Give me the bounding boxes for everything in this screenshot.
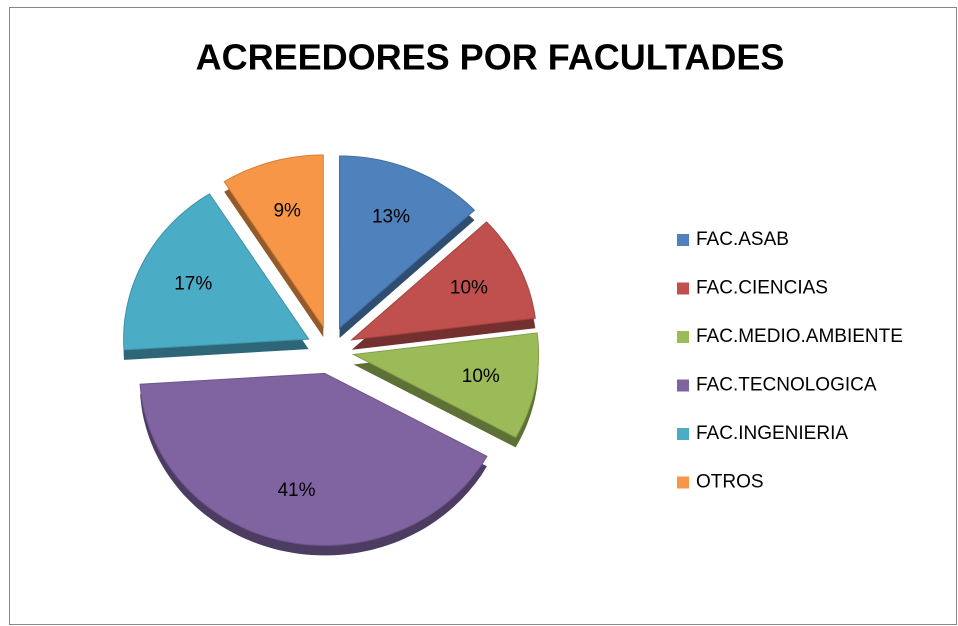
data-label: 9% — [273, 200, 301, 221]
data-label: 17% — [174, 273, 212, 294]
legend-swatch — [677, 331, 689, 343]
pie-slice — [351, 332, 540, 439]
legend-label: FAC.INGENIERIA — [696, 423, 848, 444]
data-label: 10% — [462, 366, 500, 387]
chart-title: ACREEDORES POR FACULTADES — [196, 37, 785, 78]
legend-swatch — [677, 379, 689, 392]
data-label: 41% — [277, 480, 315, 501]
legend-swatch — [677, 476, 689, 489]
pie-slice — [338, 155, 476, 330]
legend-label: FAC.TECNOLOGICA — [696, 375, 877, 396]
data-label: 10% — [450, 278, 488, 299]
pie-slice — [223, 154, 324, 329]
pie-slice — [350, 221, 536, 341]
legend-swatch — [677, 428, 689, 440]
pie-slice — [139, 372, 488, 546]
legend-swatch — [677, 282, 689, 295]
legend-label: FAC.MEDIO.AMBIENTE — [696, 326, 903, 347]
legend-label: FAC.ASAB — [696, 229, 789, 250]
legend-swatch — [677, 234, 689, 246]
data-label: 13% — [372, 206, 410, 227]
pie-slice — [123, 193, 310, 351]
legend-label: OTROS — [696, 472, 764, 493]
legend-label: FAC.CIENCIAS — [696, 278, 828, 299]
